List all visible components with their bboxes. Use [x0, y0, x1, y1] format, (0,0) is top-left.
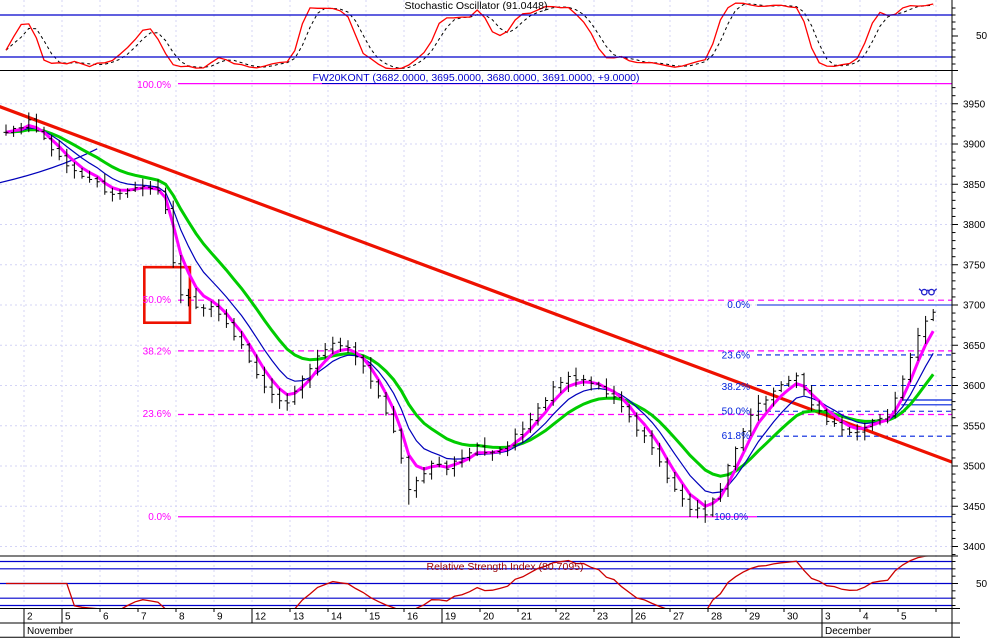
month-label-november: November	[27, 626, 74, 637]
rsi-line	[6, 556, 926, 608]
stochastic-layer	[5, 2, 934, 70]
price-axis-labels: 3950 3900 3850 3800 3750 3700 3650 3600 3550 3500…	[963, 99, 986, 553]
date-label: 6	[103, 612, 109, 623]
price-axis-label: 3450	[963, 502, 986, 513]
fib-blue-label-236: 23.6%	[722, 351, 750, 362]
price-axis-label: 3700	[963, 301, 986, 312]
stochastic-levels	[0, 14, 952, 58]
date-label: 19	[445, 612, 457, 623]
date-label: 5	[901, 612, 907, 623]
date-label: 14	[331, 612, 343, 623]
fib-blue-label-618: 61.8%	[722, 431, 750, 442]
date-label: 27	[673, 612, 685, 623]
fib-blue-label-50: 50.0%	[722, 407, 750, 418]
date-label: 8	[179, 612, 185, 623]
red-downtrend-line	[0, 105, 952, 464]
price-axis-label: 3950	[963, 99, 986, 110]
fib-blue-label-0: 0.0%	[727, 300, 750, 311]
fib-magenta-label-0: 0.0%	[148, 512, 171, 523]
date-label: 5	[65, 612, 71, 623]
stochastic-main-line	[5, 2, 934, 70]
stochastic-axis-50-label: 50	[976, 31, 988, 42]
date-label: 9	[217, 612, 223, 623]
price-axis-label: 3900	[963, 140, 986, 151]
price-ohlc-bars	[3, 112, 936, 523]
fib-blue-label-100: 100.0%	[714, 512, 748, 523]
glasses-icon	[918, 288, 938, 296]
date-label: 22	[559, 612, 571, 623]
price-axis-label: 3400	[963, 542, 986, 553]
fib-magenta-label-236: 23.6%	[143, 409, 171, 420]
stochastic-panel-title: Stochastic Oscillator (91.0448)	[405, 0, 548, 12]
date-label: 2	[27, 612, 33, 623]
date-axis: 2 5 6 7 8 9 12 13 14 15 16 19 20 21 22 23 26 27 28 29 30 3 4 5	[23, 608, 937, 637]
price-panel-title: FW20KONT (3682.0000, 3695.0000, 3680.000…	[312, 72, 639, 84]
date-label: 29	[749, 612, 761, 623]
rsi-panel-title: Relative Strength Index (80.7095)	[426, 561, 583, 573]
fib-magenta-label-382: 38.2%	[143, 347, 171, 358]
month-label-december: December	[825, 626, 872, 637]
price-axis-label: 3500	[963, 462, 986, 473]
price-axis-label: 3800	[963, 220, 986, 231]
date-label: 26	[635, 612, 647, 623]
ma-slow-green-line	[5, 128, 935, 478]
price-axis-label: 3550	[963, 421, 986, 432]
fib-blue-label-382: 38.2%	[722, 382, 750, 393]
price-axis-label: 3850	[963, 180, 986, 191]
fib-magenta-label-100: 100.0%	[137, 80, 171, 91]
date-label: 21	[521, 612, 533, 623]
date-label: 30	[787, 612, 799, 623]
date-label: 13	[293, 612, 305, 623]
price-axis-label: 3600	[963, 381, 986, 392]
date-label: 16	[407, 612, 419, 623]
date-label: 3	[825, 612, 831, 623]
date-label: 12	[255, 612, 267, 623]
date-label: 28	[711, 612, 723, 623]
price-axis-label: 3650	[963, 341, 986, 352]
date-label: 7	[141, 612, 147, 623]
breakdown-highlight-box	[143, 265, 192, 325]
price-axis-label: 3750	[963, 260, 986, 271]
date-label: 20	[483, 612, 495, 623]
date-label: 23	[597, 612, 609, 623]
fib-magenta-label-50: 50.0%	[143, 295, 171, 306]
date-label: 15	[369, 612, 381, 623]
date-label: 4	[863, 612, 869, 623]
grid-lines	[0, 0, 952, 609]
rsi-axis-50-label: 50	[976, 579, 988, 590]
axis-ticks	[952, 7, 958, 606]
